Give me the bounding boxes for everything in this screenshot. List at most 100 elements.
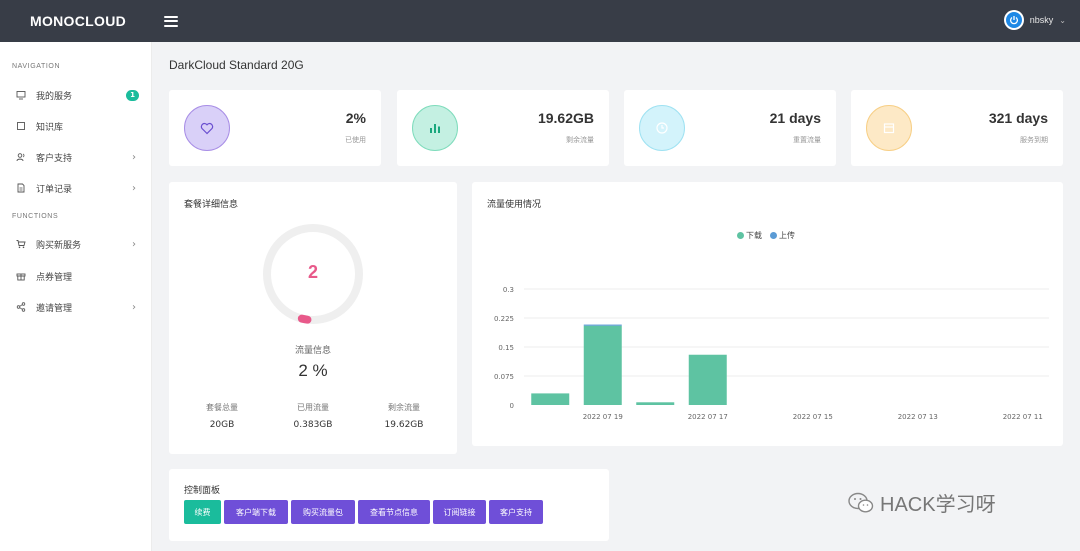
chevron-right-icon: ›	[132, 151, 136, 163]
sidebar-item-coupons[interactable]: 点券管理	[0, 266, 152, 286]
stat-label: 剩余流量	[566, 136, 594, 144]
sidebar-item-label: 我的服务	[36, 91, 73, 102]
y-tick-label: 0.15	[498, 344, 514, 352]
chevron-down-icon[interactable]: ⌄	[1059, 15, 1066, 25]
notification-badge: 1	[126, 89, 139, 101]
plan-details-card: 套餐详细信息 2 流量信息 2 % 套餐总量 20GB 已用流量 0.383GB…	[169, 182, 457, 454]
control-panel-card: 控制面板 续费 客户端下载 购买流量包 查看节点信息 订阅链接 客户支持	[169, 469, 609, 541]
document-icon	[16, 183, 26, 193]
book-icon	[16, 121, 26, 131]
client-download-button[interactable]: 客户端下载	[224, 500, 288, 524]
menu-toggle-icon[interactable]	[164, 15, 178, 27]
heart-icon	[184, 105, 230, 151]
buy-traffic-button[interactable]: 购买流量包	[291, 500, 355, 524]
stat-value: 321 days	[988, 110, 1048, 126]
sidebar-item-my-services[interactable]: 我的服务 1	[0, 85, 152, 105]
sidebar-item-label: 客户支持	[36, 153, 73, 164]
traffic-chart-card: 流量使用情况 下载 上传 0 0.075 0.15 0.225 0.3 2022 07 1…	[472, 182, 1063, 446]
x-tick-label: 2022 07 17	[688, 413, 728, 421]
renew-button[interactable]: 续费	[184, 500, 221, 524]
x-tick-label: 2022 07 11	[1003, 413, 1043, 421]
gauge-track	[263, 224, 363, 324]
sidebar-item-label: 点券管理	[36, 272, 73, 283]
sidebar-item-support[interactable]: 客户支持 ›	[0, 147, 152, 167]
chart-bar	[636, 402, 675, 405]
avatar[interactable]	[1003, 10, 1024, 30]
sidebar-item-orders[interactable]: 订单记录 ›	[0, 178, 152, 198]
username[interactable]: nbsky	[1029, 15, 1054, 25]
chevron-right-icon: ›	[132, 182, 136, 194]
traffic-percent: 2 %	[298, 361, 328, 380]
gauge-value: 2	[307, 262, 318, 282]
stat-value: 19.62GB	[537, 110, 594, 126]
legend-label: 下载	[746, 231, 762, 240]
power-icon	[1005, 12, 1022, 28]
total-traffic-label: 套餐总量	[206, 403, 238, 412]
legend-item-download[interactable]: 下载	[737, 230, 762, 241]
legend-label: 上传	[779, 231, 795, 240]
calendar-icon	[866, 105, 912, 151]
nav-section-functions: FUNCTIONS	[12, 213, 59, 220]
stat-label: 服务到期	[1020, 136, 1048, 144]
stat-card-used: 2% 已使用	[169, 90, 381, 166]
bar-chart-icon	[412, 105, 458, 151]
gauge-fill	[297, 314, 312, 324]
top-navbar: MONOCLOUD nbsky ⌄	[0, 0, 1080, 42]
x-tick-label: 2022 07 13	[898, 413, 938, 421]
sidebar-item-label: 订单记录	[36, 184, 73, 195]
watermark-text: HACK学习呀	[880, 494, 996, 516]
used-traffic-label: 已用流量	[297, 403, 329, 412]
chevron-right-icon: ›	[132, 238, 136, 250]
usage-gauge	[263, 224, 363, 324]
legend-dot	[737, 232, 744, 239]
stat-label: 已使用	[345, 136, 366, 144]
customer-support-button[interactable]: 客户支持	[489, 500, 543, 524]
user-menu[interactable]: nbsky ⌄	[1003, 10, 1066, 30]
chart-bar	[688, 354, 727, 405]
sidebar-item-label: 邀请管理	[36, 303, 73, 314]
sidebar-item-label: 购买新服务	[36, 240, 82, 251]
plan-details-title: 套餐详细信息	[184, 200, 239, 210]
subscription-link-button[interactable]: 订阅链接	[433, 500, 486, 524]
view-nodes-button[interactable]: 查看节点信息	[358, 500, 430, 524]
traffic-chart-title: 流量使用情况	[487, 200, 542, 210]
y-tick-label: 0	[510, 402, 514, 410]
traffic-bar-chart: 0 0.075 0.15 0.225 0.3 2022 07 19 2022 07 17 20…	[494, 286, 1049, 421]
share-icon	[16, 302, 26, 312]
stat-card-expiry: 321 days 服务到期	[851, 90, 1063, 166]
wechat-icon	[848, 492, 874, 513]
y-tick-label: 0.225	[494, 315, 514, 323]
sidebar-item-label: 知识库	[36, 122, 64, 133]
chart-bar	[583, 325, 622, 405]
gift-icon	[16, 271, 26, 281]
chevron-right-icon: ›	[132, 301, 136, 313]
y-tick-label: 0.075	[494, 373, 514, 381]
sidebar: NAVIGATION 我的服务 1 知识库 客户支持 › 订单记录 › FUNC…	[0, 42, 152, 551]
stat-value: 21 days	[769, 110, 821, 126]
x-tick-label: 2022 07 19	[583, 413, 623, 421]
clock-icon	[639, 105, 685, 151]
watermark: HACK学习呀	[848, 488, 996, 517]
cart-icon	[16, 239, 26, 249]
stat-card-remaining: 19.62GB 剩余流量	[397, 90, 609, 166]
sidebar-item-invites[interactable]: 邀请管理 ›	[0, 297, 152, 317]
chart-bar	[531, 393, 570, 405]
legend-dot	[770, 232, 777, 239]
stat-label: 重置流量	[793, 136, 821, 144]
stat-card-reset: 21 days 重置流量	[624, 90, 836, 166]
sidebar-item-buy-service[interactable]: 购买新服务 ›	[0, 234, 152, 254]
legend-item-upload[interactable]: 上传	[770, 230, 795, 241]
total-traffic-value: 20GB	[209, 420, 235, 430]
brand-logo[interactable]: MONOCLOUD	[30, 13, 127, 29]
page-title: DarkCloud Standard 20G	[169, 58, 304, 72]
y-tick-label: 0.3	[503, 286, 514, 294]
traffic-info-label: 流量信息	[294, 346, 331, 356]
monitor-icon	[16, 90, 26, 100]
remaining-traffic-value: 19.62GB	[384, 420, 424, 430]
sidebar-item-knowledge-base[interactable]: 知识库	[0, 116, 152, 136]
remaining-traffic-label: 剩余流量	[388, 403, 420, 412]
used-traffic-value: 0.383GB	[293, 420, 333, 430]
control-panel-title: 控制面板	[184, 486, 221, 496]
stat-value: 2%	[345, 110, 366, 126]
chart-bar	[583, 324, 622, 326]
